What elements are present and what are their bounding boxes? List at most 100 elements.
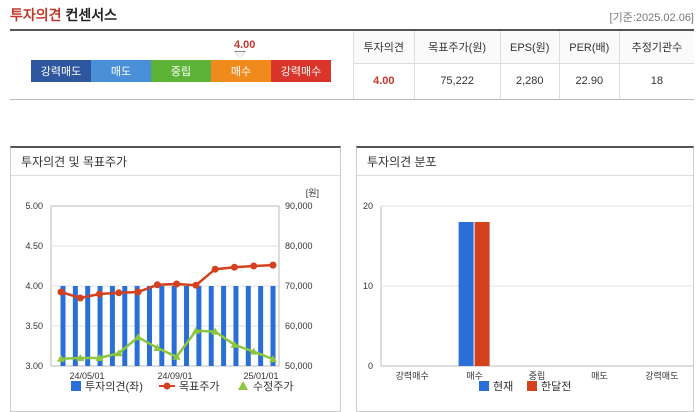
y-left-tick: 5.00	[25, 201, 43, 211]
opinion-bar	[258, 286, 264, 366]
chart2-title: 투자의견 분포	[357, 148, 693, 176]
adjusted-price-line	[60, 329, 274, 361]
legend-current-icon	[479, 381, 489, 391]
col-opinion: 투자의견	[353, 31, 415, 64]
x-tick: 강력매수	[396, 370, 429, 381]
adjusted-price-point	[211, 327, 220, 335]
opinion-bar	[221, 286, 227, 366]
legend-target-dot-icon	[163, 382, 171, 390]
x-tick: 강력매도	[645, 370, 678, 381]
y-tick: 20	[363, 201, 373, 211]
scale-strong-buy: 강력매수	[271, 60, 331, 82]
legend-month-ago: 한달전	[541, 380, 571, 393]
target-price-point	[115, 289, 123, 297]
col-target-price: 목표주가(원)	[413, 31, 501, 64]
legend-current: 현재	[493, 380, 513, 393]
adjusted-price-point	[114, 349, 123, 357]
base-date: [기준:2025.02.06]	[609, 12, 694, 24]
x-tick: 24/09/01	[157, 371, 192, 381]
val-per: 22.90	[558, 63, 620, 99]
opinion-bar	[171, 286, 177, 366]
y-right-unit: [원]	[306, 188, 319, 198]
scale-sell: 매도	[91, 60, 151, 82]
target-price-point	[230, 263, 238, 271]
adjusted-price-point	[95, 354, 104, 361]
adjusted-price-point	[191, 326, 200, 334]
bottom-divider	[10, 99, 694, 100]
opinion-pointer-icon	[235, 52, 245, 59]
opinion-bar	[233, 286, 239, 366]
adjusted-price-point	[76, 354, 85, 361]
val-opinion: 4.00	[353, 63, 415, 99]
legend-opinion: 투자의견(좌)	[85, 380, 143, 393]
section-header: 투자의견 컨센서스 [기준:2025.02.06]	[10, 4, 694, 26]
y-right-tick: 70,000	[285, 281, 313, 291]
header-title-black: 컨센서스	[65, 7, 118, 23]
x-tick: 매수	[466, 371, 483, 381]
scale-buy: 매수	[211, 60, 271, 82]
opinion-bar	[159, 286, 165, 366]
target-price-point	[96, 290, 104, 298]
adjusted-price-point	[172, 352, 181, 360]
target-price-point	[250, 262, 258, 270]
scale-strong-sell: 강력매도	[31, 60, 91, 82]
month-ago-bar	[474, 222, 490, 366]
header-title-red: 투자의견	[10, 7, 62, 23]
target-price-point	[57, 288, 65, 296]
y-tick: 10	[363, 281, 373, 291]
target-price-point	[269, 261, 277, 269]
adjusted-price-point	[134, 333, 143, 341]
y-right-tick: 80,000	[285, 241, 313, 251]
y-left-tick: 3.50	[25, 321, 43, 331]
opinion-bar	[60, 286, 66, 366]
target-price-point	[153, 281, 161, 289]
target-price-line	[60, 263, 274, 300]
y-right-tick: 50,000	[285, 361, 313, 371]
table-header-row: 투자의견 목표주가(원) EPS(원) PER(배) 추정기관수	[353, 31, 694, 64]
y-right-tick: 60,000	[285, 321, 313, 331]
opinion-bar	[134, 286, 140, 366]
target-price-point	[76, 294, 84, 302]
val-target-price: 75,222	[413, 63, 501, 99]
opinion-distribution-panel: 투자의견 분포 20 10 0 강력매수 매수 중립 매도 강력매도 현재 한달전	[356, 146, 694, 412]
col-per: PER(배)	[558, 31, 620, 64]
x-tick: 25/01/01	[243, 371, 278, 381]
legend-month-ago-icon	[527, 381, 537, 391]
opinion-bar	[122, 286, 128, 366]
opinion-pointer-value: 4.00	[234, 39, 256, 51]
y-right-tick: 90,000	[285, 201, 313, 211]
table-row: 4.00 75,222 2,280 22.90 18	[353, 63, 694, 99]
adjusted-price-point	[57, 354, 65, 362]
y-left-tick: 4.50	[25, 241, 43, 251]
adjusted-price-point	[153, 344, 162, 351]
x-tick: 중립	[529, 371, 546, 381]
y-left-tick: 4.00	[25, 281, 43, 291]
target-price-point	[173, 280, 181, 288]
legend-adjusted-icon	[238, 381, 248, 390]
legend-bar-icon	[71, 381, 81, 391]
opinion-bar	[245, 286, 251, 366]
opinion-target-chart: 5.00 4.50 4.00 3.50 3.00 90,000 80,000 70,000 60…	[25, 188, 319, 393]
current-bar	[458, 222, 474, 366]
target-price-point	[211, 265, 219, 273]
col-institutions: 추정기관수	[618, 31, 694, 64]
opinion-bar	[208, 286, 214, 366]
val-eps: 2,280	[499, 63, 560, 99]
adjusted-price-point	[230, 340, 239, 348]
y-left-tick: 3.00	[25, 361, 43, 371]
scale-neutral: 중립	[151, 60, 211, 82]
opinion-bar	[85, 286, 91, 366]
opinion-bar	[109, 286, 115, 366]
opinion-bar	[184, 286, 190, 366]
opinion-bar	[72, 286, 78, 366]
adjusted-price-point	[249, 347, 258, 355]
opinion-bar	[196, 286, 202, 366]
opinion-bar	[146, 286, 152, 366]
legend-adjusted: 수정주가	[253, 380, 293, 393]
target-price-point	[192, 281, 200, 289]
opinion-scale: 강력매도 매도 중립 매수 강력매수	[31, 60, 331, 82]
legend-target: 목표주가	[179, 380, 219, 393]
opinion-target-chart-panel: 투자의견 및 목표주가 5.00 4.50 4.00 3.50 3.00 90,000 80…	[10, 146, 341, 412]
adjusted-price-point	[269, 355, 277, 363]
x-tick: 매도	[591, 371, 608, 381]
